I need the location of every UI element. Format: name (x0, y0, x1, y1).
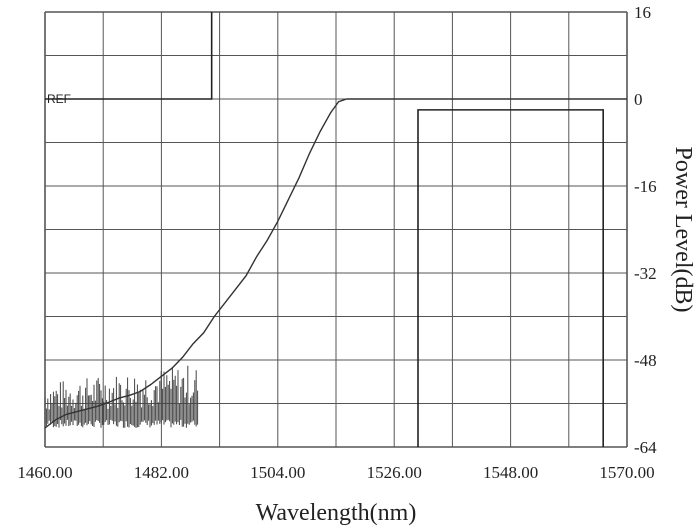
x-tick-label: 1548.00 (483, 463, 538, 482)
y-tick-label: 16 (634, 3, 651, 22)
y-tick-label: -32 (634, 264, 657, 283)
x-tick-label: 1504.00 (250, 463, 305, 482)
ref-label: REF (47, 92, 71, 106)
x-axis-title: Wavelength(nm) (256, 500, 417, 526)
x-tick-label: 1570.00 (599, 463, 654, 482)
y-axis-title: Power Level(dB) (670, 147, 696, 313)
y-tick-label: -64 (634, 438, 657, 457)
y-tick-label: -16 (634, 177, 657, 196)
y-tick-label: -48 (634, 351, 657, 370)
x-tick-label: 1526.00 (367, 463, 422, 482)
tick-labels: 1460.00 1482.00 1504.00 1526.00 1548.00 1570.… (17, 3, 657, 482)
y-tick-label: 0 (634, 90, 643, 109)
x-tick-label: 1482.00 (134, 463, 189, 482)
series-line (44, 98, 627, 429)
passband-window-trace (417, 109, 604, 447)
x-tick-label: 1460.00 (17, 463, 72, 482)
plot-area (44, 12, 627, 447)
filter-window-trace (45, 12, 213, 100)
